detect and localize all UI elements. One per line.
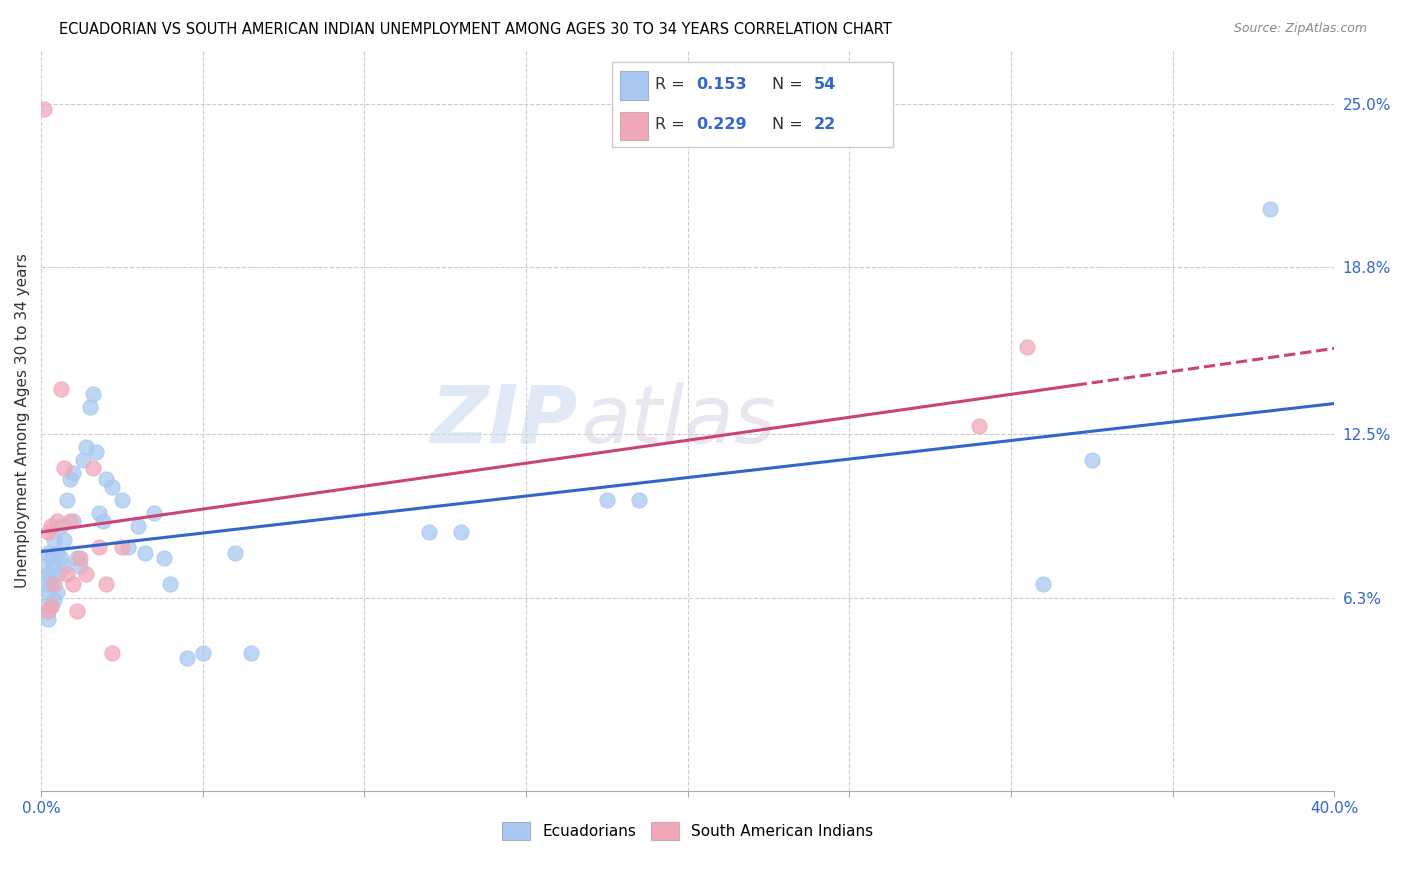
Point: [56, 566, 79, 581]
Point: [46, 585, 69, 599]
Point: [134, 546, 156, 560]
Point: [62, 577, 84, 591]
Point: [52, 461, 75, 475]
Point: [191, 646, 214, 660]
Text: 0.153: 0.153: [696, 77, 747, 92]
Point: [37, 524, 59, 539]
Point: [224, 546, 246, 560]
FancyBboxPatch shape: [612, 62, 893, 147]
Point: [176, 651, 198, 665]
Point: [159, 577, 181, 591]
Point: [42, 593, 65, 607]
Legend: Ecuadorians, South American Indians: Ecuadorians, South American Indians: [496, 816, 879, 846]
Point: [66, 551, 89, 566]
Point: [37, 546, 59, 560]
Point: [37, 604, 59, 618]
Text: ZIP: ZIP: [430, 382, 578, 459]
Point: [49, 551, 72, 566]
Point: [91, 514, 114, 528]
Point: [46, 514, 69, 528]
Point: [1258, 202, 1281, 217]
Text: atlas: atlas: [582, 382, 776, 459]
Point: [82, 387, 104, 401]
Text: 0.229: 0.229: [696, 117, 747, 132]
Point: [596, 492, 619, 507]
Point: [49, 382, 72, 396]
Point: [82, 461, 104, 475]
Y-axis label: Unemployment Among Ages 30 to 34 years: Unemployment Among Ages 30 to 34 years: [15, 253, 30, 588]
Point: [240, 646, 263, 660]
Point: [62, 467, 84, 481]
Text: ECUADORIAN VS SOUTH AMERICAN INDIAN UNEMPLOYMENT AMONG AGES 30 TO 34 YEARS CORRE: ECUADORIAN VS SOUTH AMERICAN INDIAN UNEM…: [59, 22, 891, 37]
FancyBboxPatch shape: [620, 112, 648, 140]
Point: [1081, 453, 1104, 467]
Text: R =: R =: [655, 117, 690, 132]
Point: [127, 519, 149, 533]
Point: [46, 546, 69, 560]
Point: [39, 599, 62, 613]
FancyBboxPatch shape: [620, 71, 648, 100]
Point: [111, 541, 134, 555]
Point: [69, 551, 91, 566]
Point: [153, 551, 176, 566]
Point: [66, 604, 89, 618]
Point: [117, 541, 139, 555]
Point: [37, 612, 59, 626]
Point: [39, 551, 62, 566]
Point: [89, 541, 111, 555]
Point: [143, 506, 166, 520]
Point: [42, 577, 65, 591]
Text: Source: ZipAtlas.com: Source: ZipAtlas.com: [1233, 22, 1367, 36]
Point: [37, 566, 59, 581]
Point: [450, 524, 472, 539]
Point: [94, 472, 117, 486]
Point: [111, 492, 134, 507]
Point: [56, 492, 79, 507]
Point: [84, 445, 107, 459]
Text: 54: 54: [814, 77, 837, 92]
Point: [42, 558, 65, 573]
Point: [72, 453, 94, 467]
Point: [75, 566, 97, 581]
Text: 22: 22: [814, 117, 837, 132]
Point: [79, 401, 101, 415]
Point: [101, 480, 124, 494]
Point: [1017, 340, 1039, 354]
Point: [39, 599, 62, 613]
Point: [628, 492, 651, 507]
Text: N =: N =: [772, 117, 808, 132]
Point: [69, 558, 91, 573]
Point: [75, 440, 97, 454]
Point: [39, 572, 62, 586]
Point: [34, 577, 56, 591]
Point: [49, 519, 72, 533]
Point: [59, 472, 82, 486]
Point: [34, 558, 56, 573]
Point: [94, 577, 117, 591]
Point: [418, 524, 440, 539]
Point: [39, 577, 62, 591]
Point: [101, 646, 124, 660]
Point: [34, 599, 56, 613]
Text: N =: N =: [772, 77, 808, 92]
Point: [52, 558, 75, 573]
Point: [62, 514, 84, 528]
Point: [967, 418, 990, 433]
Point: [89, 506, 111, 520]
Point: [59, 514, 82, 528]
Point: [42, 533, 65, 547]
Point: [46, 566, 69, 581]
Point: [34, 102, 56, 116]
Point: [52, 533, 75, 547]
Point: [37, 585, 59, 599]
Text: R =: R =: [655, 77, 690, 92]
Point: [39, 519, 62, 533]
Point: [1032, 577, 1054, 591]
